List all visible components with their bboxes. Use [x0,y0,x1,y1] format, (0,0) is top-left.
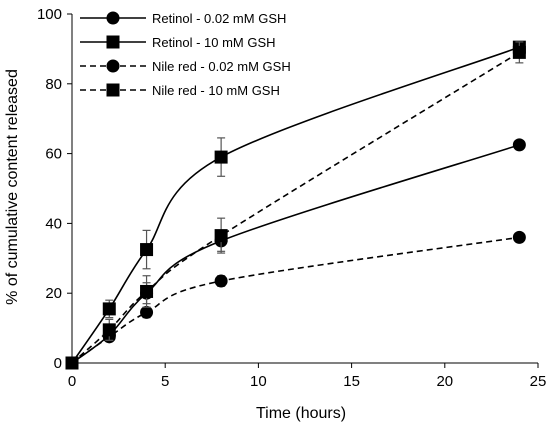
x-tick-label: 25 [530,373,547,390]
legend-entry-3: Nile red - 10 mM GSH [80,83,280,98]
data-point [512,138,526,152]
x-tick-label: 15 [343,373,360,390]
x-tick-label: 20 [436,373,453,390]
series-0 [65,138,526,370]
data-point [214,150,228,164]
legend-label: Nile red - 10 mM GSH [152,83,280,98]
y-tick-label: 100 [37,6,62,23]
legend-swatch-marker [106,11,120,25]
series-line [71,144,520,364]
series-line [71,51,520,364]
legend-label: Retinol - 0.02 mM GSH [152,11,286,26]
series-3 [65,41,526,370]
legend-label: Nile red - 0.02 mM GSH [152,59,291,74]
legend-entry-0: Retinol - 0.02 mM GSH [80,11,286,26]
series-layer [65,40,526,370]
y-tick-label: 40 [45,215,62,232]
legend-entry-1: Retinol - 10 mM GSH [80,35,276,50]
legend-swatch-marker [106,35,120,49]
data-point [102,302,116,316]
data-point [140,243,154,257]
data-point [512,230,526,244]
y-tick-label: 20 [45,285,62,302]
legend: Retinol - 0.02 mM GSH Retinol - 10 mM GSH… [80,11,291,98]
data-point [512,45,526,59]
data-point [214,274,228,288]
data-point [102,323,116,337]
y-tick-label: 0 [54,355,62,372]
x-tick-label: 5 [161,373,169,390]
legend-swatch-marker [106,83,120,97]
axes: 0 5 10 15 20 25 0 20 40 60 80 100 [37,6,546,390]
data-point [65,356,79,370]
legend-swatch-marker [106,59,120,73]
legend-entry-2: Nile red - 0.02 mM GSH [80,59,291,74]
data-point [140,305,154,319]
x-tick-label: 0 [68,373,76,390]
data-point [214,229,228,243]
y-tick-label: 80 [45,76,62,93]
y-tick-label: 60 [45,146,62,163]
y-axis-label: % of cumulative content released [4,69,21,305]
x-axis-label: Time (hours) [256,405,346,422]
x-tick-label: 10 [250,373,267,390]
data-point [140,284,154,298]
legend-label: Retinol - 10 mM GSH [152,35,276,50]
series-2 [65,230,526,370]
